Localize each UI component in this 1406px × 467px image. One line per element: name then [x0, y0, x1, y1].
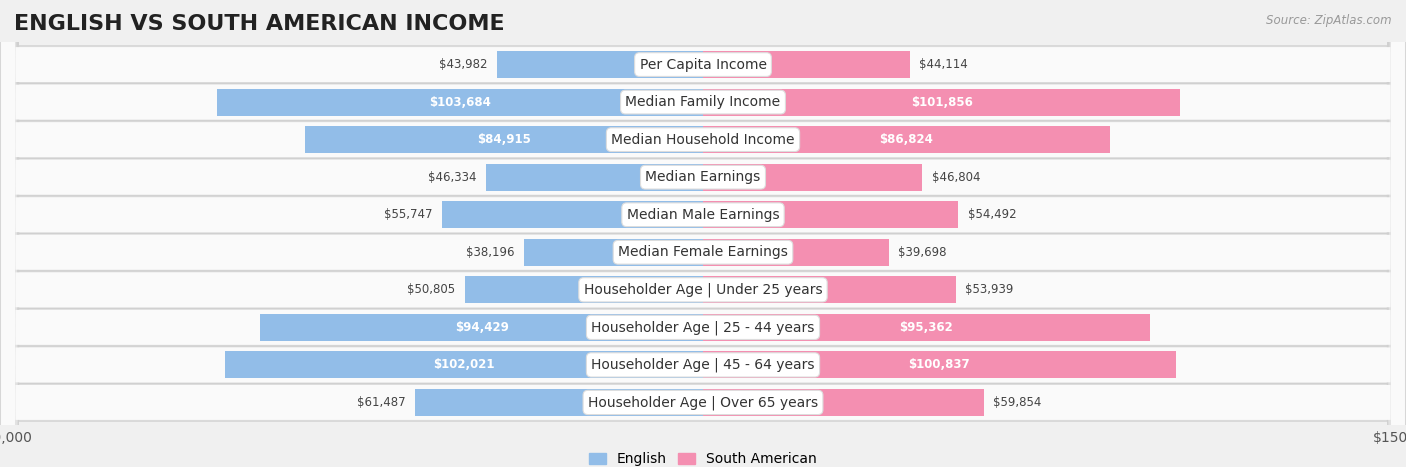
Text: $102,021: $102,021	[433, 358, 495, 371]
Text: $84,915: $84,915	[477, 133, 531, 146]
Text: $54,492: $54,492	[967, 208, 1017, 221]
Text: $55,747: $55,747	[384, 208, 433, 221]
Bar	[524, 239, 703, 266]
Text: $53,939: $53,939	[965, 283, 1014, 297]
Bar	[703, 51, 910, 78]
Text: $101,856: $101,856	[911, 96, 973, 109]
Bar	[260, 314, 703, 341]
Bar	[703, 89, 1181, 116]
Bar	[703, 314, 1150, 341]
Text: $43,982: $43,982	[439, 58, 488, 71]
Bar	[703, 163, 922, 191]
Text: $46,334: $46,334	[427, 170, 477, 184]
Bar	[496, 51, 703, 78]
Text: $59,854: $59,854	[993, 396, 1042, 409]
Text: Householder Age | 25 - 44 years: Householder Age | 25 - 44 years	[592, 320, 814, 335]
Text: Householder Age | 45 - 64 years: Householder Age | 45 - 64 years	[592, 358, 814, 372]
Bar	[703, 201, 959, 228]
Text: $86,824: $86,824	[880, 133, 934, 146]
Bar	[441, 201, 703, 228]
Text: Source: ZipAtlas.com: Source: ZipAtlas.com	[1267, 14, 1392, 27]
Bar	[703, 239, 889, 266]
Bar	[703, 351, 1175, 378]
Text: Median Family Income: Median Family Income	[626, 95, 780, 109]
Bar	[703, 126, 1109, 153]
Bar	[415, 389, 703, 416]
Text: Per Capita Income: Per Capita Income	[640, 57, 766, 71]
Text: Householder Age | Over 65 years: Householder Age | Over 65 years	[588, 395, 818, 410]
Legend: English, South American: English, South American	[583, 446, 823, 467]
Bar	[305, 126, 703, 153]
Text: Median Male Earnings: Median Male Earnings	[627, 208, 779, 222]
Text: $103,684: $103,684	[429, 96, 491, 109]
Text: $94,429: $94,429	[454, 321, 509, 334]
Text: ENGLISH VS SOUTH AMERICAN INCOME: ENGLISH VS SOUTH AMERICAN INCOME	[14, 14, 505, 34]
Text: $46,804: $46,804	[932, 170, 980, 184]
Text: Householder Age | Under 25 years: Householder Age | Under 25 years	[583, 283, 823, 297]
Text: $39,698: $39,698	[898, 246, 946, 259]
Text: $38,196: $38,196	[467, 246, 515, 259]
Text: Median Earnings: Median Earnings	[645, 170, 761, 184]
Text: $44,114: $44,114	[920, 58, 967, 71]
Bar	[703, 276, 956, 304]
Text: Median Female Earnings: Median Female Earnings	[619, 245, 787, 259]
Bar	[225, 351, 703, 378]
Text: $50,805: $50,805	[408, 283, 456, 297]
Bar	[465, 276, 703, 304]
Text: $100,837: $100,837	[908, 358, 970, 371]
Text: $61,487: $61,487	[357, 396, 405, 409]
Text: $95,362: $95,362	[900, 321, 953, 334]
Bar	[217, 89, 703, 116]
Bar	[486, 163, 703, 191]
Text: Median Household Income: Median Household Income	[612, 133, 794, 147]
Bar	[703, 389, 984, 416]
